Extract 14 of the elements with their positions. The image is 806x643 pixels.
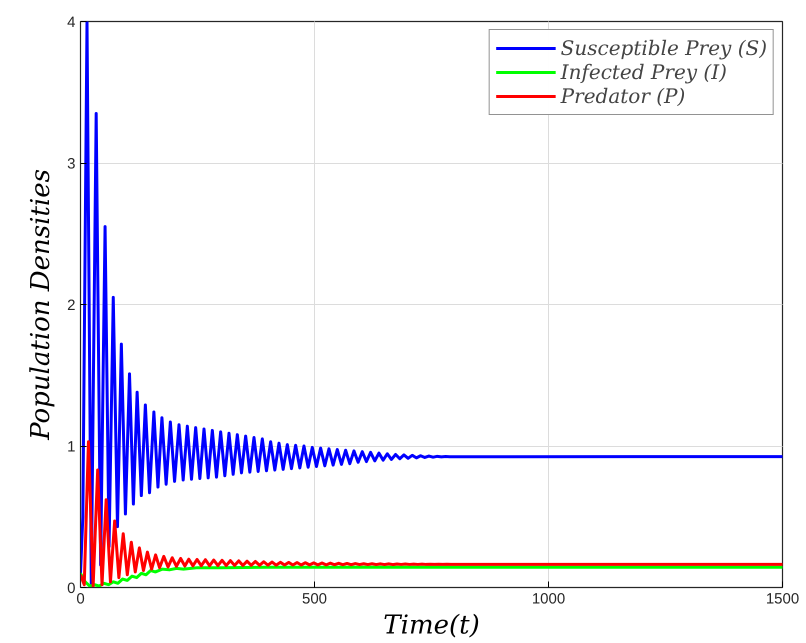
legend-label: Predator (P) bbox=[560, 84, 686, 108]
y-tick-label: 1 bbox=[67, 438, 76, 456]
legend-label: Infected Prey (I) bbox=[560, 60, 727, 84]
y-axis-title: Population Densities bbox=[26, 169, 56, 441]
line-series bbox=[80, 22, 782, 585]
y-tick-label: 2 bbox=[67, 297, 76, 314]
x-tick-label: 1000 bbox=[532, 590, 566, 608]
x-tick-label: 500 bbox=[302, 590, 328, 608]
x-axis-title: Time(t) bbox=[383, 610, 480, 640]
y-tick-label: 4 bbox=[67, 14, 76, 31]
y-tick-label: 0 bbox=[67, 580, 76, 597]
x-tick-label: 1500 bbox=[766, 590, 800, 608]
y-tick-label: 3 bbox=[67, 156, 76, 172]
legend-label: Susceptible Prey (S) bbox=[560, 36, 767, 60]
